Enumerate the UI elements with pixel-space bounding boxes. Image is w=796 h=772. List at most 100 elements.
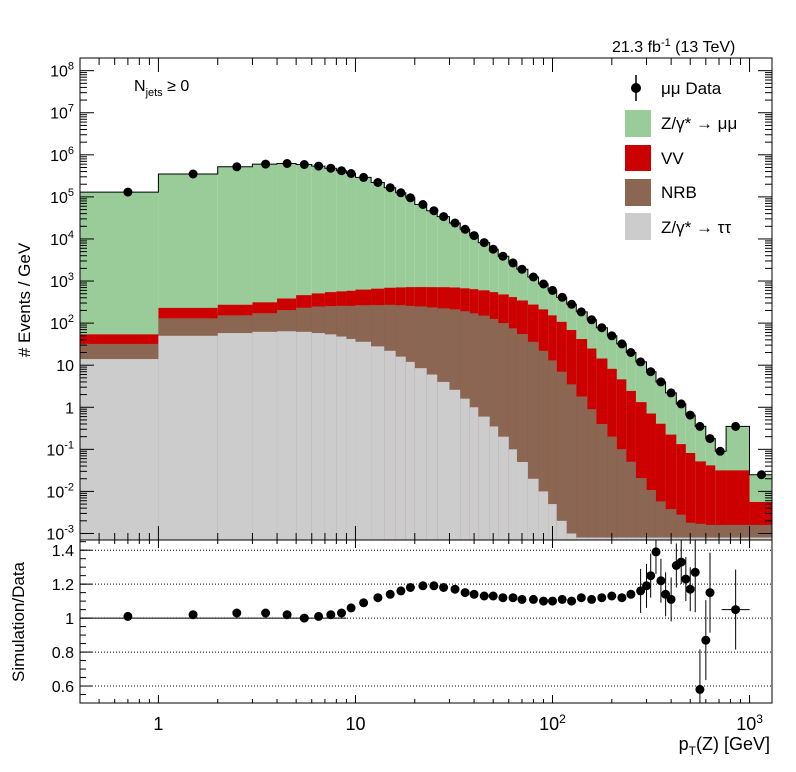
lumi-label: 21.3 fb-1 (13 TeV) <box>612 37 735 56</box>
data-point <box>656 377 666 387</box>
y-tick-label: 10-2 <box>46 481 74 501</box>
bar-dy_tt <box>277 331 297 540</box>
stacked-histogram <box>80 163 772 541</box>
bar-dy_tt <box>635 537 647 540</box>
ratio-point <box>314 611 324 621</box>
y-tick-label: 10-1 <box>46 439 74 459</box>
ratio-point <box>576 593 586 603</box>
legend-swatch-nrb <box>625 179 651 206</box>
data-point <box>557 292 567 302</box>
bar-vv <box>655 423 666 540</box>
bar-dy_tt <box>371 346 385 540</box>
bar-dy_tt <box>324 334 337 540</box>
bar-vv <box>665 434 677 540</box>
data-point <box>695 421 705 431</box>
bar-nrb <box>607 436 617 540</box>
ratio-y-tick-label: 1 <box>65 611 74 628</box>
legend-label-dy-tt: Z/γ* → ττ <box>661 218 731 237</box>
ratio-point <box>460 588 470 598</box>
legend-item-dy-mm: Z/γ* → μμ <box>625 110 737 137</box>
bar-dy_tt <box>695 537 706 540</box>
bar-dy_tt <box>749 537 772 540</box>
x-tick-label: 10 <box>345 714 365 734</box>
bar-nrb <box>587 409 597 540</box>
data-point <box>439 212 449 222</box>
stack-outline <box>80 163 772 476</box>
data-point <box>314 161 324 171</box>
bar-nrb <box>655 501 666 540</box>
bar-nrb <box>676 514 686 540</box>
bar-dy_tt <box>508 449 517 540</box>
ratio-point <box>373 593 383 603</box>
data-point <box>405 193 415 203</box>
ratio-point <box>232 608 242 618</box>
bar-dy_tt <box>576 537 588 540</box>
ratio-point <box>359 598 369 608</box>
data-point <box>676 399 686 409</box>
y-tick-label: 10-3 <box>46 523 74 543</box>
data-point <box>587 315 597 325</box>
bar-nrb <box>498 323 509 540</box>
ratio-point <box>731 605 741 615</box>
ratio-point <box>646 571 656 581</box>
ratio-y-tick-label: 1.4 <box>52 543 74 560</box>
ratio-points <box>80 540 750 703</box>
data-point <box>646 367 656 377</box>
data-point <box>232 162 242 172</box>
ratio-point <box>666 594 676 604</box>
ratio-point <box>548 596 557 606</box>
bar-vv <box>635 402 647 540</box>
ratio-point <box>597 593 607 603</box>
bar-dy_tt <box>516 462 528 540</box>
legend-item-data: μμ Data <box>631 75 722 101</box>
bar-nrb <box>527 341 539 540</box>
data-point <box>731 421 741 431</box>
data-point <box>548 285 557 295</box>
bar-dy_tt <box>478 416 490 540</box>
ratio-point <box>705 588 715 598</box>
bar-dy_tt <box>646 537 656 540</box>
data-point <box>450 218 460 228</box>
data-point <box>539 279 548 289</box>
ratio-point <box>405 583 415 592</box>
x-axis-label: pT(Z) [GeV] <box>679 734 770 758</box>
data-point <box>685 410 695 420</box>
data-point <box>346 169 356 178</box>
data-point <box>373 178 383 187</box>
ratio-point <box>617 593 627 603</box>
bar-dy_tt <box>296 331 312 540</box>
bar-dy_tt <box>426 374 438 540</box>
ratio-point <box>517 594 527 604</box>
data-point <box>299 160 309 169</box>
ratio-y-label: Simulation/Data <box>9 561 28 682</box>
ratio-point <box>676 557 686 567</box>
ratio-point <box>346 603 356 613</box>
data-point <box>359 172 369 182</box>
ratio-point <box>651 547 661 557</box>
ratio-point <box>299 613 309 623</box>
main-x-ticks <box>79 58 751 540</box>
bar-dy_tt <box>489 426 499 540</box>
bar-vv <box>705 465 716 540</box>
bar-nrb <box>508 328 517 540</box>
bar-dy_tt <box>705 537 716 540</box>
data-point <box>757 470 766 480</box>
data-point <box>597 323 607 333</box>
ratio-point <box>690 567 700 577</box>
bar-dy_tt <box>336 336 347 540</box>
bar-dy_tt <box>548 504 557 540</box>
bar-dy_tt <box>626 537 636 540</box>
y-tick-label: 10 <box>56 358 74 375</box>
bar-dy_tt <box>449 389 461 540</box>
data-point <box>326 163 336 173</box>
x-tick-label: 103 <box>736 712 763 734</box>
ratio-point <box>642 581 651 591</box>
bar-nrb <box>749 524 772 540</box>
bar-dy_tt <box>596 537 608 540</box>
ratio-point <box>282 610 292 620</box>
y-tick-label: 1 <box>65 400 74 417</box>
ratio-y-tick-label: 0.8 <box>52 645 74 662</box>
legend-label-vv: VV <box>661 149 684 168</box>
bar-dy_tt <box>498 436 509 540</box>
